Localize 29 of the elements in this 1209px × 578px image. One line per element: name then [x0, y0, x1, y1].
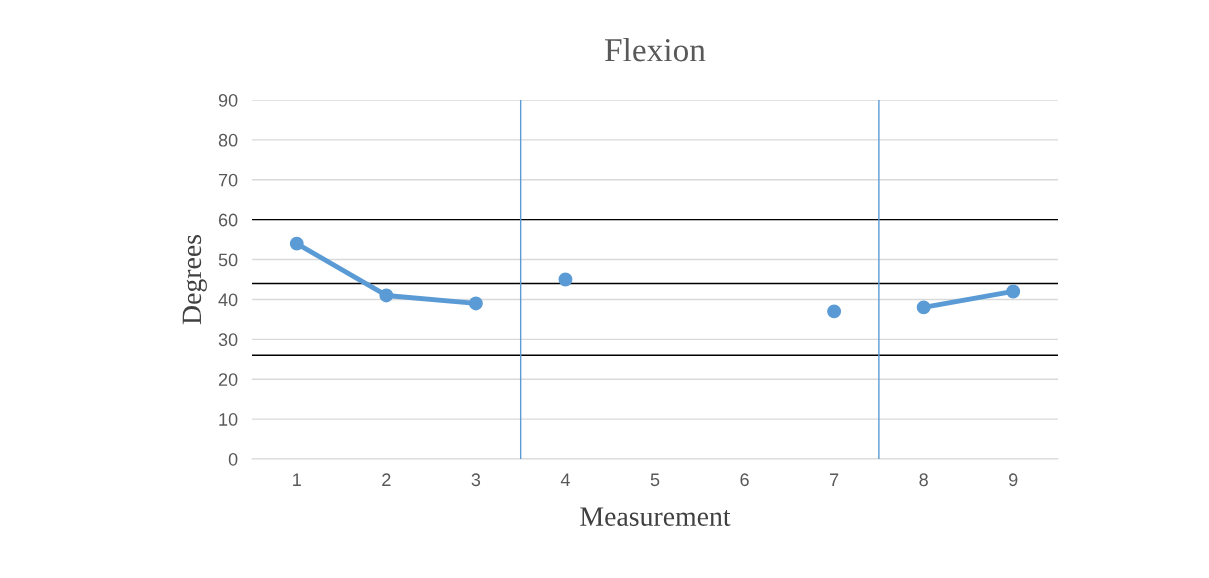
- x-tick-label: 8: [919, 473, 928, 487]
- x-tick-label: 1: [293, 473, 301, 486]
- x-tick-label: 6: [740, 473, 749, 487]
- y-tick-label: 0: [228, 452, 238, 466]
- point: [468, 296, 483, 311]
- y-axis-title: Degrees: [182, 235, 207, 325]
- point: [379, 288, 394, 303]
- point: [558, 272, 573, 287]
- y-tick-label: 10: [219, 413, 238, 426]
- x-tick-label: 3: [471, 473, 481, 487]
- y-tick-label: 60: [218, 213, 238, 227]
- point: [827, 304, 842, 319]
- x-tick-label: 2: [382, 473, 391, 486]
- y-tick-label: 70: [218, 173, 238, 187]
- y-tick-label: 80: [218, 133, 238, 147]
- point: [1006, 284, 1021, 299]
- y-tick-label: 30: [218, 333, 238, 347]
- point: [289, 236, 304, 251]
- y-tick-label: 40: [218, 293, 238, 307]
- chart-title: Flexion: [605, 37, 706, 62]
- x-tick-label: 9: [1009, 473, 1018, 487]
- x-tick-label: 5: [650, 473, 660, 487]
- x-tick-label: 4: [560, 473, 570, 486]
- y-tick-label: 20: [218, 373, 238, 386]
- y-tick-label: 90: [218, 93, 238, 107]
- y-tick-label: 50: [218, 253, 238, 267]
- x-tick-label: 7: [830, 473, 839, 486]
- x-axis-title: Measurement: [580, 507, 731, 526]
- point: [916, 300, 931, 315]
